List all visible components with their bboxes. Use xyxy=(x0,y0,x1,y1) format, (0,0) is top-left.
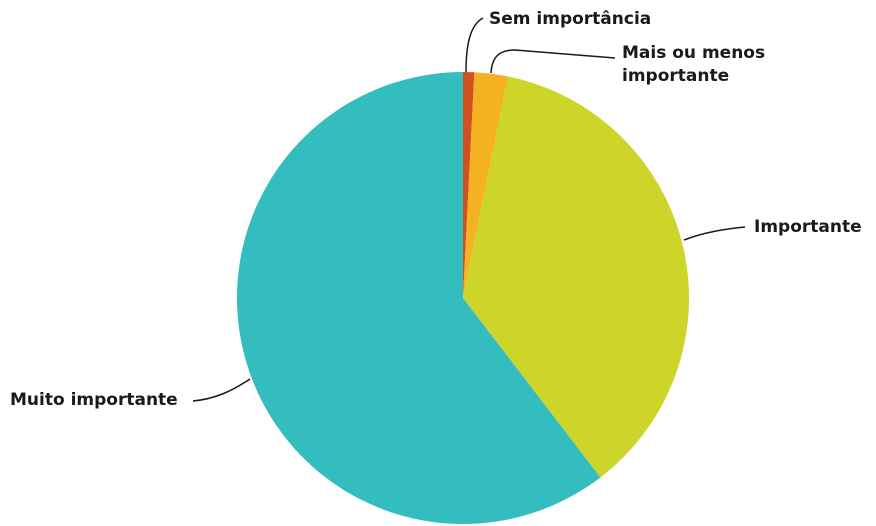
pie-slices xyxy=(236,72,689,524)
leader-line-importante xyxy=(683,226,746,241)
leader-lines xyxy=(192,17,746,402)
pie-slice-3 xyxy=(236,72,601,524)
pie-slice-1 xyxy=(463,72,509,298)
slice-labels: Sem importância Mais ou menos importante… xyxy=(10,9,862,410)
leader-line-sem-importancia xyxy=(465,17,484,73)
label-muito-importante: Muito importante xyxy=(10,390,178,410)
leader-line-muito-importante xyxy=(192,378,251,402)
pie-slice-2 xyxy=(463,76,689,478)
label-mais-ou-menos-importante: Mais ou menos importante xyxy=(622,43,771,86)
leader-line-mais-ou-menos-importante xyxy=(490,49,616,74)
pie-slice-0 xyxy=(463,72,475,298)
label-sem-importancia: Sem importância xyxy=(489,9,651,29)
label-importante: Importante xyxy=(754,217,862,237)
